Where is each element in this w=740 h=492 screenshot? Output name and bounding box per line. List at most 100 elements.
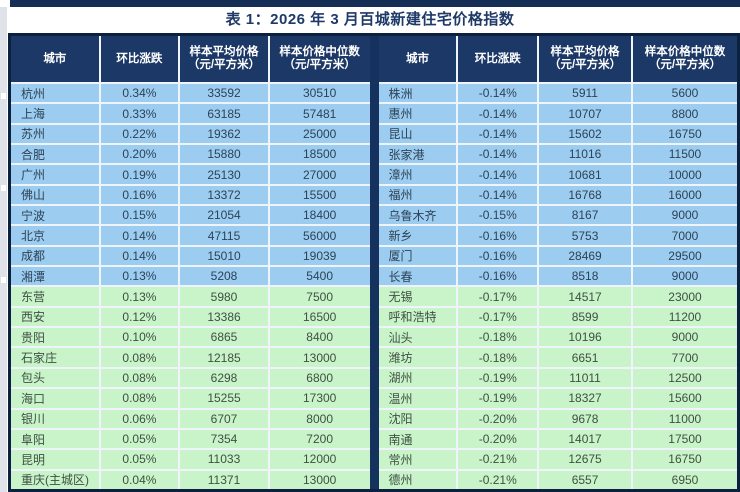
right-table: 城市 环比涨跌 样本平均价格 （元/平方米） 样本价格中位数 （元/平方米） 株… [378,36,737,489]
col-header-label: 样本平均价格 [189,46,259,58]
cell-change: -0.14% [458,145,540,164]
table-row: 昆明 0.05% 11033 12000 [11,448,370,469]
table-row: 无锡 -0.17% 14517 23000 [378,285,737,306]
cell-avg: 14517 [539,287,634,306]
cell-change: 0.10% [101,328,181,347]
table-row: 东营 0.13% 5980 7500 [11,285,370,306]
cell-change: -0.19% [458,368,540,388]
cell-median: 27000 [302,167,337,182]
cell-avg: 5753 [539,226,634,245]
cell-median: 16750 [668,126,702,141]
cell-city: 苏州 [11,124,101,144]
cell-city: 株洲 [379,84,459,103]
cell-change: -0.16% [458,267,540,286]
cell-median: 9000 [671,330,699,345]
cell-avg: 5911 [539,84,634,103]
cell-avg: 15602 [539,124,634,144]
cell-median: 16000 [668,187,702,202]
table-row: 温州 -0.19% 18327 15600 [378,387,737,408]
table-row: 宁波 0.15% 21054 18400 [11,204,370,225]
cell-median: 13000 [302,350,337,365]
cell-city: 惠州 [379,104,459,123]
table-row: 漳州 -0.14% 10681 10000 [378,163,737,184]
left-table-body: 杭州 0.34% 33592 30510 上海 0.33% 63185 57481 苏州 0.22… [11,84,370,489]
cell-change: 0.13% [101,287,181,306]
table-row: 上海 0.33% 63185 57481 [11,102,370,123]
col-header-sublabel: （元/平方米） [283,59,356,71]
table-row: 重庆(主城区) 0.04% 11371 13000 [11,468,370,489]
cell-change: 0.12% [101,307,181,327]
cell-city: 漳州 [379,165,459,184]
col-header-label: 城市 [405,52,429,65]
table-row: 合肥 0.20% 15880 18500 [11,143,370,164]
cell-change: 0.08% [101,348,181,367]
table-row: 长春 -0.16% 8518 9000 [378,265,737,286]
cell-avg: 15255 [180,389,270,408]
table-row: 湖州 -0.19% 11011 12500 [378,366,737,388]
cell-median: 56000 [302,228,337,243]
cell-avg: 21054 [180,206,270,225]
col-header-sublabel: （元/平方米） [548,59,622,71]
cell-avg: 12185 [180,348,270,367]
cell-change: -0.15% [458,206,540,225]
col-header-median-price: 样本价格中位数 （元/平方米） [633,36,737,82]
cell-change: -0.19% [458,389,540,408]
cell-avg: 5208 [180,267,270,286]
cell-median: 8800 [671,106,699,121]
cell-city: 石家庄 [11,348,101,367]
cell-avg: 12675 [539,450,634,469]
col-header-sublabel: （元/平方米） [648,59,722,71]
cell-change: 0.33% [101,104,181,123]
cell-change: -0.20% [458,409,540,428]
cell-median: 16750 [668,452,702,467]
table-row: 呼和浩特 -0.17% 8599 11200 [378,305,737,327]
cell-city: 德州 [379,470,459,489]
cell-city: 西安 [11,307,101,327]
cell-change: 0.04% [101,470,181,489]
cell-median: 17500 [668,432,702,447]
cell-median: 18500 [302,147,337,162]
cell-avg: 6651 [539,348,634,367]
table-row: 包头 0.08% 6298 6800 [11,366,370,388]
cell-change: 0.19% [101,165,181,184]
cell-change: 0.08% [101,389,181,408]
cell-avg: 6298 [180,368,270,388]
table-row: 杭州 0.34% 33592 30510 [11,84,370,103]
cell-avg: 28469 [539,246,634,266]
cell-city: 南通 [379,429,459,449]
col-header-label: 样本价格中位数 [279,46,360,58]
cell-median: 10000 [668,167,702,182]
table-row: 汕头 -0.18% 10196 9000 [378,326,737,347]
table-row: 株洲 -0.14% 5911 5600 [378,84,737,103]
table-row: 乌鲁木齐 -0.15% 8167 9000 [378,204,737,225]
table-row: 成都 0.14% 15010 19039 [11,244,370,266]
cell-change: -0.14% [458,104,540,123]
left-table: 城市 环比涨跌 样本平均价格 （元/平方米） 样本价格中位数 （元/平方米） 杭… [11,36,370,489]
cell-city: 广州 [11,165,101,184]
cell-city: 乌鲁木齐 [379,206,459,225]
top-bar [0,0,740,7]
cell-avg: 6707 [180,409,270,428]
cell-change: 0.14% [101,246,181,266]
cell-city: 阜阳 [11,429,101,449]
cell-city: 佛山 [11,185,101,205]
cell-city: 呼和浩特 [379,307,459,327]
cell-city: 北京 [11,226,101,245]
cell-city: 杭州 [11,84,101,103]
cell-avg: 11371 [180,470,270,489]
table-row: 北京 0.14% 47115 56000 [11,224,370,245]
cell-change: 0.08% [101,368,181,388]
table-row: 厦门 -0.16% 28469 29500 [378,244,737,266]
cell-median: 11200 [668,309,702,324]
cell-change: -0.18% [458,348,540,367]
cell-change: -0.14% [458,165,540,184]
cell-city: 宁波 [11,206,101,225]
cell-median: 13000 [302,472,337,487]
cell-median: 16500 [302,309,337,324]
right-table-header: 城市 环比涨跌 样本平均价格 （元/平方米） 样本价格中位数 （元/平方米） [378,36,737,84]
cell-avg: 11011 [539,368,634,388]
cell-median: 9000 [671,208,699,223]
table-row: 德州 -0.21% 6557 6950 [378,468,737,489]
cell-median: 57481 [302,106,337,121]
table-row: 石家庄 0.08% 12185 13000 [11,346,370,367]
